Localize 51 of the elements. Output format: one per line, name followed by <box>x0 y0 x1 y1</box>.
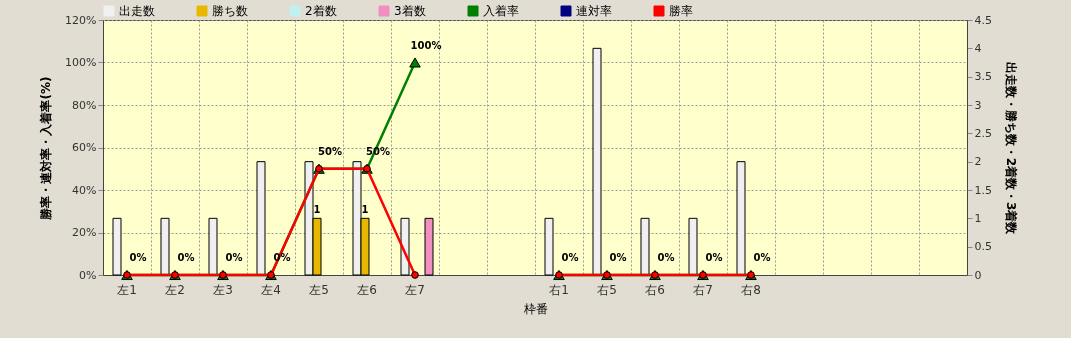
x-tick-label: 左7 <box>405 282 425 297</box>
y-tick-label: 0% <box>79 268 97 282</box>
data-label: 0% <box>561 252 579 263</box>
y2-tick-label: 2.5 <box>974 126 992 140</box>
x-tick-label: 左3 <box>213 282 233 297</box>
data-label: 50% <box>318 145 342 157</box>
legend-label: 3着数 <box>394 4 426 18</box>
data-label: 0% <box>753 252 771 263</box>
x-axis-title: 枠番 <box>522 301 548 316</box>
y2-tick-label: 3 <box>974 98 982 112</box>
legend-label: 入着率 <box>483 4 519 18</box>
data-label: 0% <box>609 252 627 263</box>
data-label: 0% <box>129 252 147 263</box>
data-label: 1 <box>313 204 321 216</box>
legend-label: 勝率 <box>669 4 693 18</box>
x-tick-label: 右5 <box>597 282 617 297</box>
y2-tick-label: 4 <box>974 41 982 55</box>
y-tick-label: 40% <box>72 183 97 197</box>
y2-tick-label: 0 <box>974 268 982 282</box>
legend-label: 連対率 <box>576 4 612 18</box>
x-tick-label: 左2 <box>165 282 185 297</box>
y2-tick-label: 1 <box>974 211 982 225</box>
legend-label: 勝ち数 <box>212 4 248 18</box>
x-tick-label: 右1 <box>549 282 569 297</box>
y-tick-label: 80% <box>72 98 97 112</box>
x-tick-label: 左5 <box>309 282 329 297</box>
data-label: 0% <box>177 252 195 263</box>
y2-tick-label: 2 <box>974 155 982 169</box>
y-axis-title: 勝率・連対率・入着率(%) <box>39 76 54 221</box>
y2-tick-label: 0.5 <box>974 240 992 254</box>
data-label: 100% <box>410 39 442 51</box>
data-label: 0% <box>225 252 243 263</box>
data-label: 1 <box>361 204 369 216</box>
legend-label: 2着数 <box>305 4 337 18</box>
x-tick-label: 左4 <box>261 282 281 297</box>
y-tick-label: 60% <box>72 141 97 154</box>
x-tick-label: 左1 <box>117 282 137 297</box>
y-tick-label: 120% <box>65 13 97 27</box>
x-tick-label: 右8 <box>741 282 761 297</box>
x-tick-label: 左6 <box>357 282 377 297</box>
y2-tick-label: 1.5 <box>974 183 992 197</box>
x-tick-label: 右6 <box>645 282 665 297</box>
y-tick-label: 20% <box>72 226 97 239</box>
y2-axis-title: 出走数・勝ち数・2着数・3着数 <box>1003 61 1018 236</box>
legend-label: 出走数 <box>119 4 155 18</box>
y2-tick-label: 4.5 <box>974 13 992 27</box>
y2-tick-label: 3.5 <box>974 70 992 84</box>
y-tick-label: 100% <box>65 56 97 69</box>
data-label: 0% <box>705 252 723 263</box>
x-tick-label: 右7 <box>693 282 713 297</box>
data-label: 0% <box>657 252 675 263</box>
